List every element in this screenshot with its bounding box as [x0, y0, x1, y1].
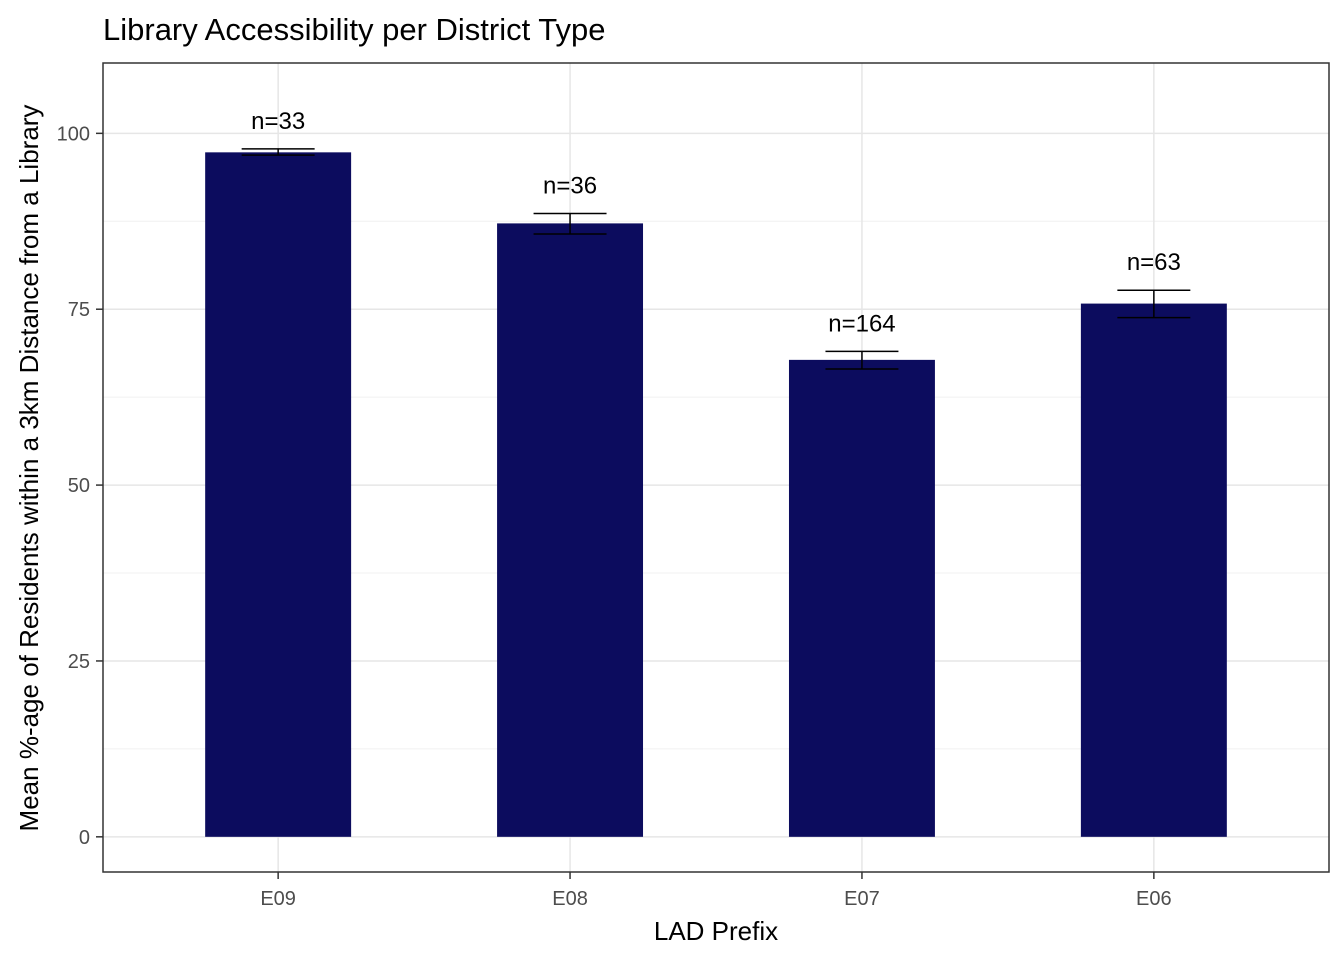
- y-tick-label: 50: [68, 475, 90, 497]
- x-tick-label-e08: E08: [552, 888, 588, 910]
- plot-panel-border: [102, 62, 1330, 873]
- y-tick-label: 25: [68, 651, 90, 673]
- data-label-e07: n=164: [828, 310, 895, 337]
- error-bar-e06: [1117, 289, 1191, 319]
- x-tick-label-e07: E07: [844, 888, 880, 910]
- bar-e07: [788, 359, 935, 837]
- data-label-e09: n=33: [251, 108, 305, 135]
- error-bar-e08: [533, 212, 607, 235]
- bar-e09: [205, 152, 352, 837]
- x-axis-title: LAD Prefix: [654, 916, 778, 946]
- y-tick-label: 0: [79, 827, 90, 849]
- data-labels: n=33 n=36 n=164 n=63: [251, 108, 1181, 338]
- bar-e08: [497, 223, 644, 837]
- error-bars: [241, 148, 1191, 370]
- chart-title: Library Accessibility per District Type: [103, 12, 605, 47]
- x-tick-label-e09: E09: [260, 888, 296, 910]
- error-bar-e09: [241, 148, 315, 156]
- x-tick-label-e06: E06: [1136, 888, 1172, 910]
- y-tick-label: 75: [68, 299, 90, 321]
- x-axis-ticks: E09 E08 E07 E06: [260, 872, 1172, 910]
- y-tick-label: 100: [57, 123, 90, 145]
- y-axis-ticks: 0 25 50 75 100: [57, 123, 103, 849]
- error-bar-e07: [825, 350, 899, 370]
- data-label-e06: n=63: [1127, 249, 1181, 276]
- bar-e06: [1080, 303, 1227, 837]
- bars: [205, 152, 1227, 837]
- data-label-e08: n=36: [543, 173, 597, 200]
- y-axis-title: Mean %-age of Residents within a 3km Dis…: [14, 105, 44, 832]
